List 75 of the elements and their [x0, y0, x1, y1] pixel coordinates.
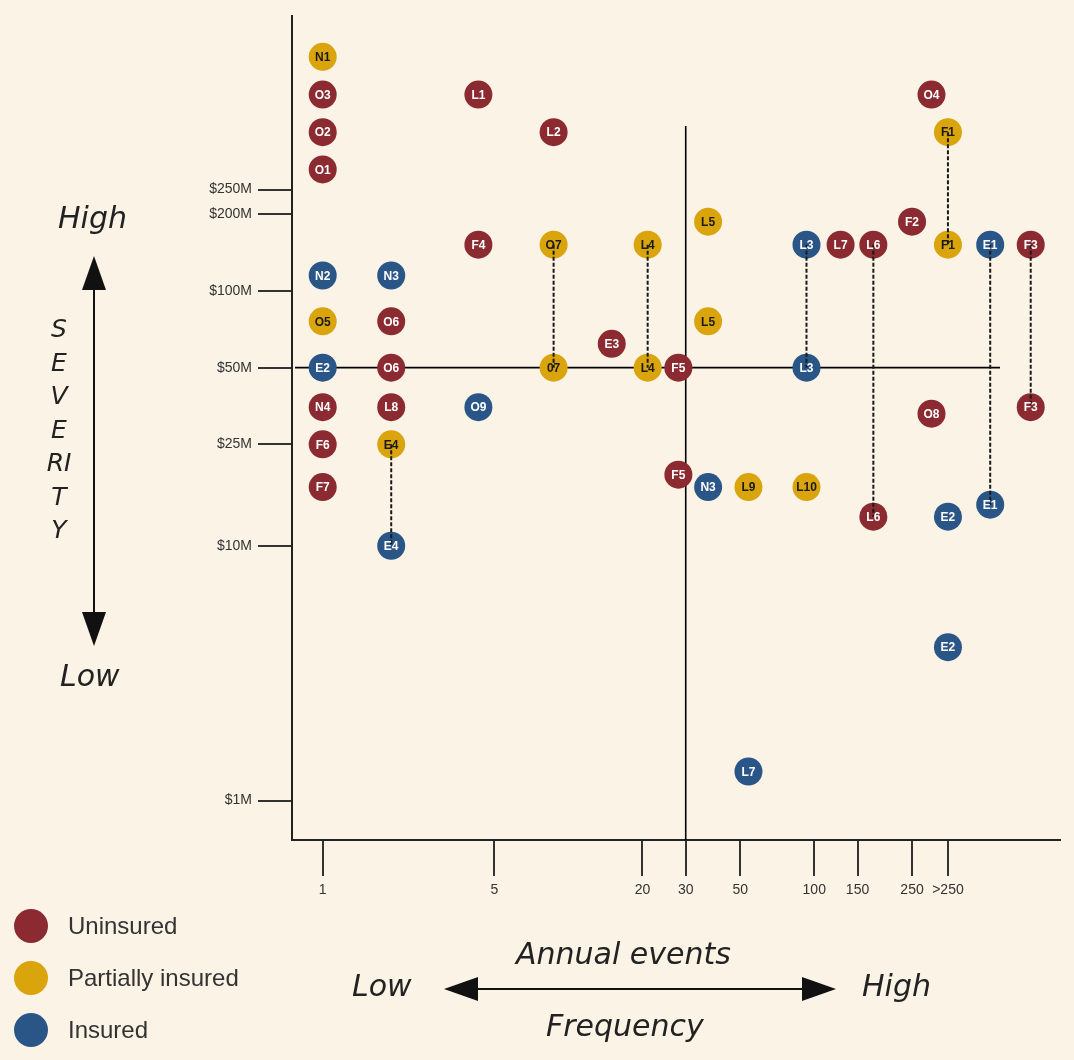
annotation: F7 [315, 480, 331, 495]
annotation: O9 [470, 400, 487, 415]
annotation: N3 [700, 480, 717, 495]
x-tick-label: 150 [845, 881, 870, 898]
annotation: F5 [671, 468, 686, 483]
text: High [58, 200, 127, 235]
text: Low [352, 968, 412, 1003]
annotation: L1 [471, 87, 486, 102]
y-tick-label: $50M [216, 358, 252, 375]
legend-label: Insured [68, 1016, 149, 1044]
x-tick-label: 5 [490, 881, 499, 898]
annotation: O6 [383, 314, 400, 329]
annotation: F3 [1023, 400, 1039, 415]
y-tick-label: $1M [224, 791, 252, 808]
x-tick-label: 1 [318, 881, 327, 898]
x-tick-label: >250 [932, 881, 964, 898]
annotation: O3 [314, 87, 332, 102]
x-axis-title: Annual events [516, 936, 731, 971]
annotation: L9 [741, 480, 756, 495]
annotation: L2 [546, 125, 561, 140]
annotation: L6 [866, 510, 881, 525]
x-tick-label: 100 [802, 881, 827, 898]
annotation: L7 [741, 764, 756, 779]
annotation: O2 [314, 125, 332, 140]
annotation: E3 [604, 337, 620, 352]
annotation: E4 [383, 437, 399, 452]
annotation: F3 [1023, 237, 1039, 252]
annotation: E2 [940, 640, 956, 655]
annotation: O5 [314, 314, 332, 329]
text: SEVERITY [46, 313, 72, 546]
y-tick-label: $10M [216, 536, 252, 553]
x-tick-label: 250 [900, 881, 924, 898]
annotation: L5 [701, 215, 716, 230]
annotation: L8 [384, 400, 399, 415]
annotation: F6 [315, 437, 331, 452]
annotation: E2 [315, 360, 331, 375]
annotation: N4 [315, 400, 331, 415]
annotation: L6 [866, 237, 881, 252]
annotation: O4 [923, 87, 940, 102]
annotation: O1 [314, 162, 332, 177]
annotation: E1 [982, 497, 998, 512]
annotation: E4 [383, 539, 399, 554]
annotation: N3 [383, 268, 400, 283]
annotation: L4 [640, 360, 655, 375]
y-tick-label: $25M [216, 435, 252, 452]
text: High [862, 968, 931, 1003]
annotation: L3 [799, 237, 814, 252]
annotation: L4 [640, 237, 655, 252]
annotation: F1 [940, 125, 956, 140]
annotation: O7 [545, 237, 562, 252]
annotation: O8 [923, 406, 940, 421]
y-tick-label: $100M [209, 281, 252, 298]
annotation: N1 [315, 50, 331, 65]
annotation: O6 [383, 360, 400, 375]
annotation: N2 [315, 268, 331, 283]
text: Low [60, 658, 120, 693]
annotation: L5 [701, 314, 716, 329]
y-tick-label: $200M [209, 205, 252, 222]
annotation: F1 [940, 237, 956, 252]
y-tick-label: $250M [209, 180, 252, 197]
x-tick-label: 20 [634, 881, 651, 898]
x-tick-label: 30 [677, 881, 694, 898]
annotation: 07 [546, 360, 561, 375]
annotation: E2 [940, 510, 956, 525]
x-tick-label: 50 [732, 881, 749, 898]
annotation: E1 [982, 237, 998, 252]
annotation: L7 [833, 237, 848, 252]
annotation: L10 [796, 480, 818, 495]
annotation: L3 [799, 360, 814, 375]
legend-label: Partially insured [68, 964, 239, 992]
text: Frequency [546, 1008, 704, 1043]
annotation: F4 [471, 237, 486, 252]
annotation: F5 [671, 360, 686, 375]
annotation: F2 [905, 215, 920, 230]
legend-label: Uninsured [68, 912, 178, 940]
